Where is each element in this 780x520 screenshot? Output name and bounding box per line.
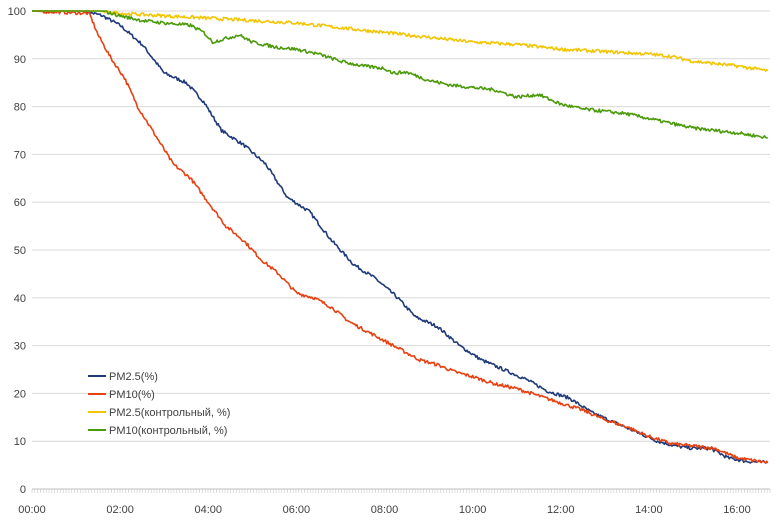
y-tick-label: 10 [14, 436, 26, 448]
series-line-0 [32, 10, 769, 464]
y-tick-label: 60 [14, 197, 26, 209]
y-tick-label: 100 [8, 6, 26, 18]
legend: PM2.5(%) PM10(%) PM2.5(контрольный, %) PM10… [88, 371, 230, 437]
y-tick-label: 80 [14, 102, 26, 114]
x-tick-label: 02:00 [106, 504, 134, 516]
series-line-1 [32, 10, 769, 464]
y-tick-labels: 0 10 20 30 40 50 60 70 80 90 100 [8, 6, 26, 496]
series-line-3 [32, 10, 768, 139]
x-tick-label: 10:00 [459, 504, 487, 516]
gridlines [32, 10, 770, 442]
x-tick-labels: 00:00 02:00 04:00 06:00 08:00 10:00 12:00 14:00… [18, 504, 750, 516]
x-tick-label: 16:00 [723, 504, 751, 516]
y-tick-label: 0 [20, 484, 26, 496]
y-tick-label: 30 [14, 341, 26, 353]
y-tick-label: 40 [14, 293, 26, 305]
legend-label-1: PM10(%) [109, 389, 155, 401]
legend-label-3: PM10(контрольный, %) [109, 425, 227, 437]
x-tick-label: 08:00 [371, 504, 399, 516]
x-tick-label: 04:00 [194, 504, 222, 516]
x-tick-label: 14:00 [635, 504, 663, 516]
axes [31, 488, 771, 493]
x-tick-label: 06:00 [283, 504, 311, 516]
legend-label-0: PM2.5(%) [109, 371, 158, 383]
series-line-2 [32, 10, 769, 72]
y-tick-label: 20 [14, 388, 26, 400]
series-lines [32, 10, 769, 464]
y-tick-label: 70 [14, 149, 26, 161]
x-tick-label: 00:00 [18, 504, 46, 516]
x-tick-label: 12:00 [547, 504, 575, 516]
legend-label-2: PM2.5(контрольный, %) [109, 407, 230, 419]
y-tick-label: 90 [14, 54, 26, 66]
y-tick-label: 50 [14, 245, 26, 257]
